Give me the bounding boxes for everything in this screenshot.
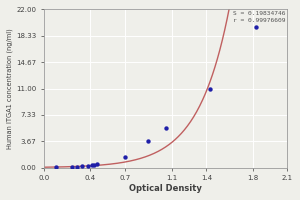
Point: [53, 166, 58, 169]
X-axis label: Optical Density: Optical Density: [129, 184, 202, 193]
Point: [80, 165, 85, 168]
Point: [95, 162, 100, 165]
Point: [89, 164, 94, 167]
Point: [146, 140, 151, 143]
Text: S = 0.19834746
r = 0.99976609: S = 0.19834746 r = 0.99976609: [232, 11, 285, 23]
Y-axis label: Human ITGA1 concentration (ng/ml): Human ITGA1 concentration (ng/ml): [7, 28, 14, 149]
Point: [254, 26, 259, 29]
Point: [70, 165, 74, 169]
Point: [92, 163, 96, 167]
Point: [123, 155, 128, 158]
Point: [164, 126, 168, 130]
Point: [74, 165, 79, 168]
Point: [207, 87, 212, 90]
Point: [86, 164, 91, 167]
